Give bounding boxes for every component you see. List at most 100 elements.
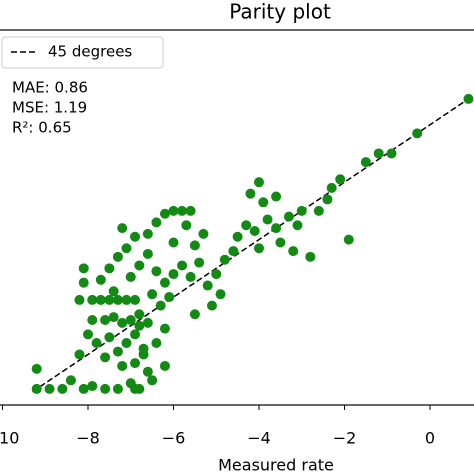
annotation: MSE: 1.19 <box>12 99 87 117</box>
chart-title: Parity plot <box>229 0 331 24</box>
point <box>254 243 264 254</box>
point <box>142 248 153 259</box>
x-tick-label: 0 <box>425 429 435 448</box>
point <box>271 191 282 202</box>
point <box>211 269 222 280</box>
point <box>335 174 346 185</box>
point <box>159 323 170 334</box>
point <box>168 205 179 216</box>
point <box>95 274 106 285</box>
point <box>130 231 141 242</box>
point <box>125 315 136 326</box>
x-tick-label: −8 <box>76 429 100 448</box>
point <box>241 220 252 231</box>
point <box>164 292 175 303</box>
plot-area <box>31 93 474 394</box>
point <box>31 363 42 374</box>
axes-frame <box>0 29 474 406</box>
point <box>373 148 384 159</box>
point <box>65 375 76 386</box>
point <box>189 309 200 320</box>
point <box>185 205 196 216</box>
point <box>168 269 179 280</box>
point <box>228 246 239 257</box>
x-tick-label: −10 <box>0 429 19 448</box>
annotation: MAE: 0.86 <box>12 79 88 97</box>
point <box>258 197 269 208</box>
point <box>87 294 98 305</box>
point <box>121 294 132 305</box>
point <box>249 225 260 236</box>
point <box>194 257 205 268</box>
point <box>147 375 158 386</box>
point <box>292 220 303 231</box>
point <box>271 223 282 234</box>
point <box>134 260 145 271</box>
point <box>78 383 89 394</box>
point <box>108 312 119 323</box>
point <box>31 383 42 394</box>
point <box>326 182 337 193</box>
point <box>130 329 141 340</box>
point <box>275 237 286 248</box>
point <box>130 294 141 305</box>
point <box>288 246 299 257</box>
point <box>117 223 128 234</box>
point <box>283 211 294 222</box>
point <box>117 360 128 371</box>
point <box>74 294 85 305</box>
point <box>134 383 145 394</box>
point <box>134 320 145 331</box>
point <box>296 205 307 216</box>
point <box>155 300 166 311</box>
point <box>181 220 192 231</box>
legend-box <box>1 36 164 69</box>
point <box>177 260 188 271</box>
point <box>112 383 123 394</box>
point <box>360 157 371 168</box>
point <box>202 280 213 291</box>
point <box>232 231 243 242</box>
legend-label: 45 degrees <box>48 43 132 61</box>
point <box>142 228 153 239</box>
point <box>322 194 333 205</box>
annotation: R²: 0.65 <box>12 119 72 137</box>
point <box>100 315 111 326</box>
point <box>104 263 115 274</box>
x-tick-label: −2 <box>333 429 357 448</box>
point <box>104 294 115 305</box>
point <box>151 217 162 228</box>
point <box>104 332 115 343</box>
point <box>159 360 170 371</box>
x-axis-label: Measured rate <box>218 456 334 474</box>
point <box>121 337 132 348</box>
point <box>189 240 200 251</box>
point <box>138 349 149 360</box>
point <box>142 317 153 328</box>
x-tick-label: −4 <box>247 429 271 448</box>
point <box>313 205 324 216</box>
point <box>386 148 397 159</box>
point <box>83 329 93 340</box>
point <box>147 289 158 300</box>
point <box>151 266 162 277</box>
point <box>125 271 136 282</box>
point <box>159 208 170 219</box>
point <box>412 128 423 139</box>
point <box>343 234 354 245</box>
point <box>142 366 153 377</box>
point <box>74 349 85 360</box>
point <box>254 177 264 188</box>
point <box>112 294 123 305</box>
point <box>219 254 230 265</box>
point <box>100 383 111 394</box>
point <box>151 337 162 348</box>
point <box>78 263 89 274</box>
point <box>100 352 111 363</box>
point <box>112 346 123 357</box>
point <box>305 251 316 262</box>
point <box>463 93 474 104</box>
point <box>87 315 98 326</box>
point <box>206 300 217 311</box>
point <box>168 237 179 248</box>
